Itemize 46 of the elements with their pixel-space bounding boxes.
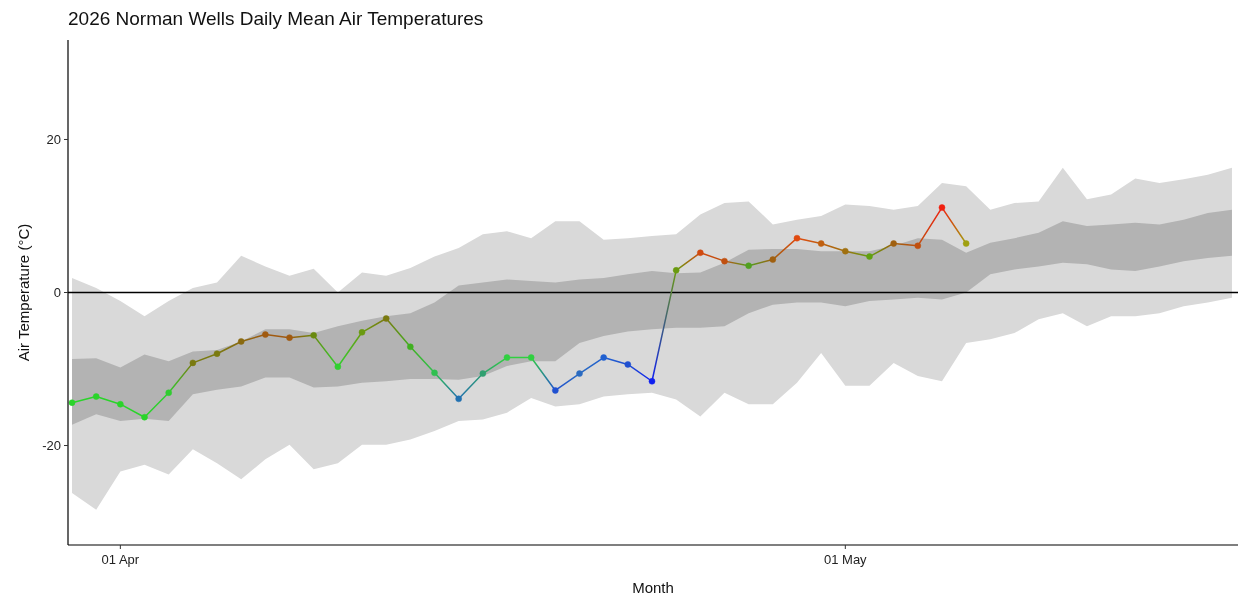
- point: [938, 204, 946, 211]
- point: [455, 395, 462, 403]
- point: [286, 334, 293, 341]
- point: [672, 267, 680, 274]
- point: [189, 359, 197, 367]
- point: [600, 354, 607, 361]
- point: [382, 315, 390, 322]
- point: [890, 240, 897, 247]
- point: [503, 354, 511, 361]
- point: [721, 257, 728, 265]
- x-tick-label: 01 May: [823, 552, 868, 567]
- chart-title: 2026 Norman Wells Daily Mean Air Temperatures: [68, 8, 484, 29]
- point: [165, 389, 172, 396]
- point: [213, 350, 221, 357]
- point: [624, 361, 632, 368]
- point: [648, 378, 656, 385]
- point: [334, 363, 342, 370]
- point: [769, 256, 777, 263]
- y-tick-label: 20: [46, 132, 61, 148]
- point: [237, 338, 245, 345]
- point: [697, 249, 704, 256]
- point: [866, 253, 873, 260]
- point: [262, 331, 269, 338]
- point: [552, 387, 559, 394]
- point: [141, 413, 148, 421]
- point: [793, 234, 801, 242]
- point: [527, 354, 535, 361]
- y-axis-title: Air Temperature (°C): [15, 223, 32, 362]
- point: [817, 240, 825, 247]
- y-tick-label: 0: [53, 285, 61, 301]
- point: [962, 240, 970, 247]
- point: [407, 343, 414, 351]
- y-tick-label: -20: [42, 438, 61, 454]
- point: [914, 242, 922, 250]
- point: [117, 400, 124, 408]
- point: [310, 332, 317, 339]
- x-axis-title: Month: [632, 579, 674, 596]
- point: [358, 329, 366, 336]
- point: [842, 247, 849, 255]
- point: [92, 393, 100, 400]
- point: [745, 262, 752, 269]
- point: [431, 369, 438, 377]
- x-tick-label: 01 Apr: [101, 552, 140, 567]
- point: [576, 370, 583, 377]
- point: [68, 399, 76, 406]
- point: [479, 370, 487, 377]
